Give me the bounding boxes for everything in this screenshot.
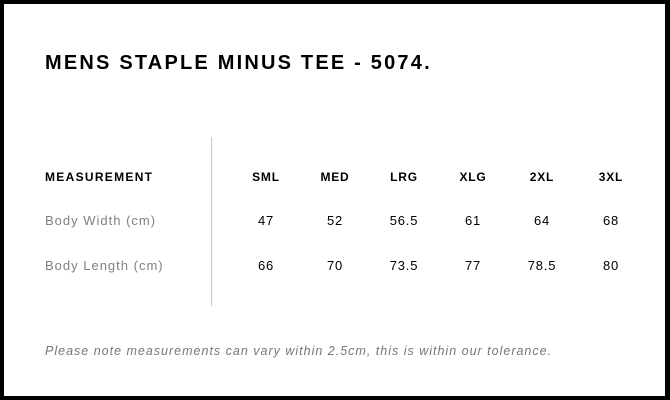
size-header: XLG	[459, 170, 487, 184]
size-header: 3XL	[598, 170, 624, 184]
tolerance-note: Please note measurements can vary within…	[45, 344, 553, 358]
size-header: LRG	[390, 170, 418, 184]
table-cell: 73.5	[389, 258, 419, 273]
table-cell: 47	[257, 213, 275, 228]
column-divider	[211, 137, 212, 306]
row-label: Body Length (cm)	[45, 258, 164, 273]
table-cell: 56.5	[389, 213, 419, 228]
table-cell: 64	[533, 213, 551, 228]
table-cell: 68	[602, 213, 620, 228]
size-header: MED	[320, 170, 350, 184]
size-header: 2XL	[529, 170, 555, 184]
table-cell: 52	[326, 213, 344, 228]
table-cell: 77	[464, 258, 482, 273]
table-cell: 80	[602, 258, 620, 273]
table-cell: 78.5	[527, 258, 557, 273]
measurement-header: MEASUREMENT	[45, 170, 154, 184]
table-cell: 66	[257, 258, 275, 273]
row-label: Body Width (cm)	[45, 213, 157, 228]
page-title: MENS STAPLE MINUS TEE - 5074.	[45, 52, 432, 74]
size-header: SML	[252, 170, 280, 184]
size-chart-card: MENS STAPLE MINUS TEE - 5074. MEASUREMEN…	[4, 4, 665, 396]
table-cell: 70	[326, 258, 344, 273]
table-cell: 61	[464, 213, 482, 228]
